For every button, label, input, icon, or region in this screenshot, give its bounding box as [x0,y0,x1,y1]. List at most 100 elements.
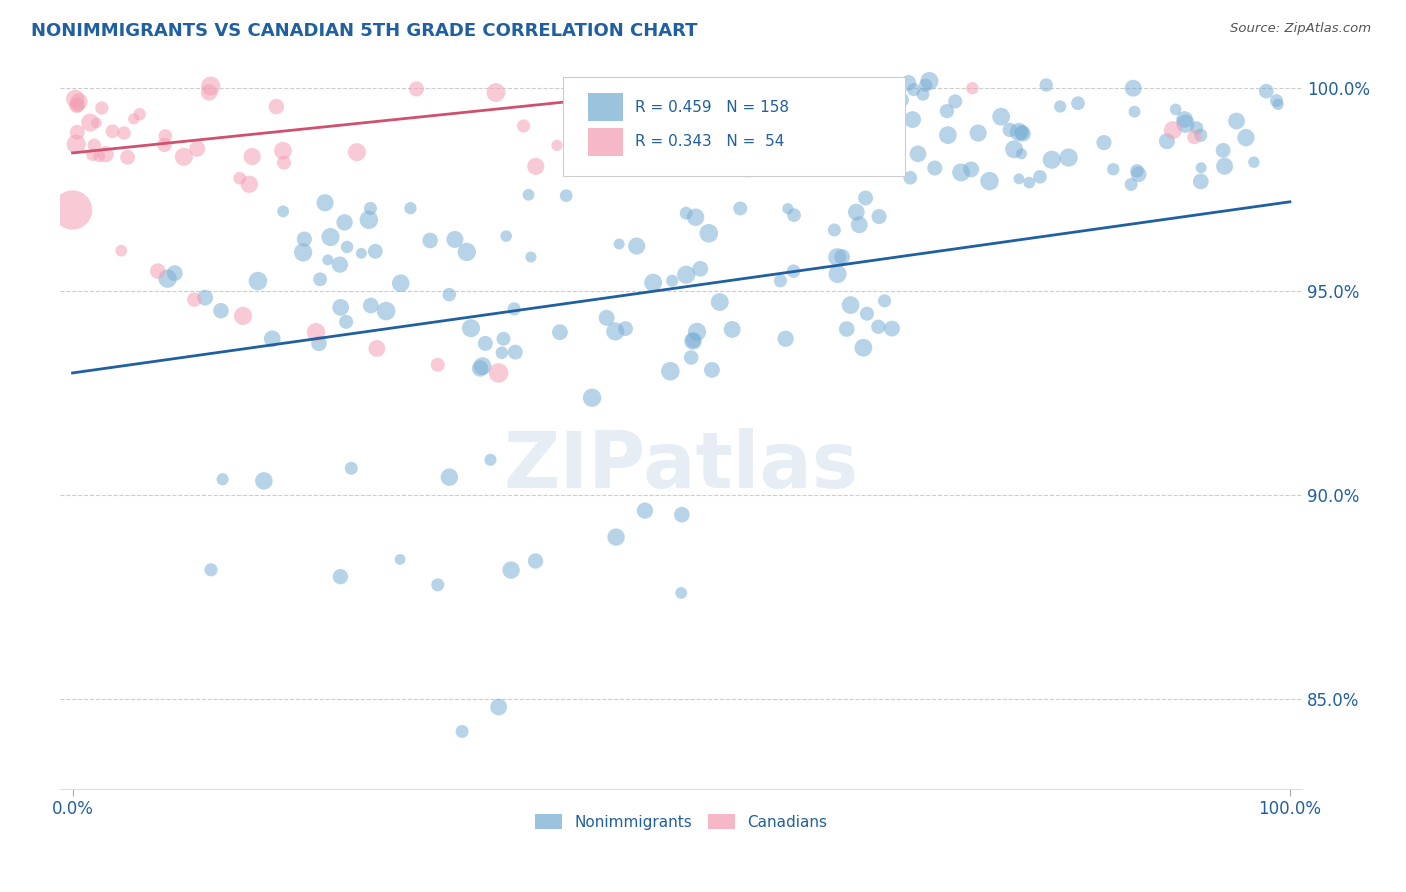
Point [1035,78,1057,92]
Point [967,126,990,140]
Point [271,204,294,219]
Point [66,98,89,112]
Point [474,336,496,351]
Point [439,287,461,301]
Point [990,110,1012,124]
Point [439,470,461,484]
Point [605,325,627,339]
Point [1185,120,1208,135]
Point [848,218,870,232]
Point [520,250,543,264]
Point [246,274,269,288]
Point [229,171,252,186]
Point [66,125,89,139]
Point [607,237,630,252]
Point [825,250,848,264]
Point [232,309,254,323]
Point [240,149,263,163]
FancyBboxPatch shape [588,94,623,121]
Point [581,391,603,405]
Point [1040,153,1063,167]
Point [83,138,105,153]
Point [112,126,135,140]
Point [697,227,720,241]
Point [329,258,352,272]
Point [405,82,427,96]
Point [721,322,744,336]
Point [110,244,132,258]
Point [155,128,177,143]
Point [89,149,111,163]
Point [82,148,104,162]
Point [855,191,877,205]
Point [62,202,84,217]
Point [1123,104,1146,119]
Point [346,145,368,160]
Point [329,569,352,583]
Point [94,147,117,161]
Point [419,234,441,248]
Point [1173,112,1195,127]
Point [675,268,697,282]
Point [1156,134,1178,148]
Point [471,359,494,374]
Point [316,252,339,267]
Point [357,212,380,227]
Point [960,162,983,177]
Point [1092,136,1115,150]
Point [335,315,357,329]
Point [499,563,522,577]
Point [1126,164,1149,178]
Text: NONIMMIGRANTS VS CANADIAN 5TH GRADE CORRELATION CHART: NONIMMIGRANTS VS CANADIAN 5TH GRADE CORR… [31,22,697,40]
Point [671,586,693,600]
Point [935,104,957,119]
Point [426,358,449,372]
Point [950,165,973,179]
Point [918,74,941,88]
Point [333,215,356,229]
Point [1174,117,1197,131]
Point [198,86,221,100]
Point [183,293,205,307]
Point [911,87,934,102]
Point [1011,146,1033,161]
Point [238,178,260,192]
Point [1122,81,1144,95]
Point [101,124,124,138]
Point [153,137,176,152]
Point [845,205,868,219]
Point [891,93,914,107]
Point [1267,97,1289,112]
Point [873,293,896,308]
Point [901,112,924,127]
Point [555,188,578,202]
Point [1029,169,1052,184]
Point [488,700,510,714]
Point [503,301,526,316]
Point [728,202,751,216]
Point [661,274,683,288]
Legend: Nonimmigrants, Canadians: Nonimmigrants, Canadians [529,807,834,836]
Point [831,250,853,264]
Point [776,202,799,216]
Point [200,79,222,94]
Point [868,319,890,334]
Point [128,107,150,121]
Point [329,301,352,315]
Point [1011,125,1033,139]
Point [495,229,517,244]
Point [605,530,627,544]
Point [209,303,232,318]
Point [914,78,936,93]
Point [823,223,845,237]
Point [292,232,315,246]
Point [614,321,637,335]
Point [375,304,398,318]
Point [512,119,534,133]
Point [492,332,515,346]
Point [730,139,752,153]
Point [211,472,233,486]
Point [595,310,617,325]
Point [998,123,1021,137]
Point [1067,96,1090,111]
